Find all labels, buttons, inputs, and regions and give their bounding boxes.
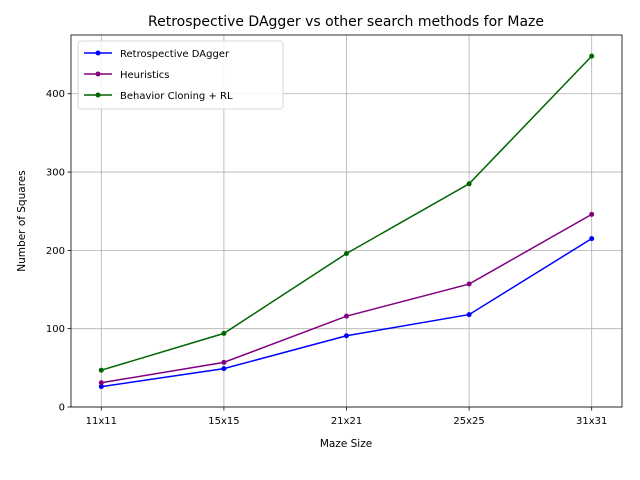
legend-marker [95, 71, 101, 77]
data-point-behavior-cloning-rl [221, 330, 227, 336]
axis-ticks: 11x11 15x15 21x21 25x25 31x31 0 100 200 300 400 [46, 89, 607, 427]
data-point-retrospective-dagger [589, 236, 595, 242]
legend-marker [95, 50, 101, 56]
data-point-heuristics [466, 281, 472, 287]
legend: Retrospective DAgger Heuristics Behavior C… [77, 40, 284, 110]
x-tick-label: 21x21 [331, 416, 362, 427]
legend-box [77, 40, 284, 110]
y-axis-label: Number of Squares [16, 170, 28, 271]
data-point-heuristics [589, 211, 595, 217]
legend-marker [95, 92, 101, 98]
data-point-retrospective-dagger [221, 366, 227, 372]
y-tick-label: 0 [59, 403, 65, 414]
x-axis-label: Maze Size [320, 438, 372, 450]
data-point-heuristics [344, 313, 349, 319]
legend-label: Behavior Cloning + RL [120, 91, 233, 102]
data-point-behavior-cloning-rl [98, 367, 104, 373]
data-point-heuristics [221, 359, 227, 365]
y-tick-label: 200 [46, 246, 65, 257]
legend-label: Retrospective DAgger [120, 49, 230, 60]
data-point-behavior-cloning-rl [466, 181, 472, 187]
data-point-retrospective-dagger [344, 333, 349, 339]
legend-label: Heuristics [120, 70, 170, 81]
data-point-behavior-cloning-rl [589, 53, 595, 59]
data-point-heuristics [98, 380, 104, 386]
y-tick-label: 400 [46, 89, 65, 100]
data-point-behavior-cloning-rl [344, 251, 349, 257]
x-tick-label: 25x25 [453, 416, 484, 427]
y-tick-label: 100 [46, 324, 65, 335]
x-tick-label: 15x15 [208, 416, 239, 427]
x-tick-label: 31x31 [576, 416, 607, 427]
x-tick-label: 11x11 [86, 416, 117, 427]
y-tick-label: 300 [46, 168, 65, 179]
chart-title: Retrospective DAgger vs other search met… [148, 14, 544, 30]
series-layer [98, 53, 595, 390]
data-point-retrospective-dagger [466, 312, 472, 318]
data-point-retrospective-dagger [98, 384, 104, 390]
